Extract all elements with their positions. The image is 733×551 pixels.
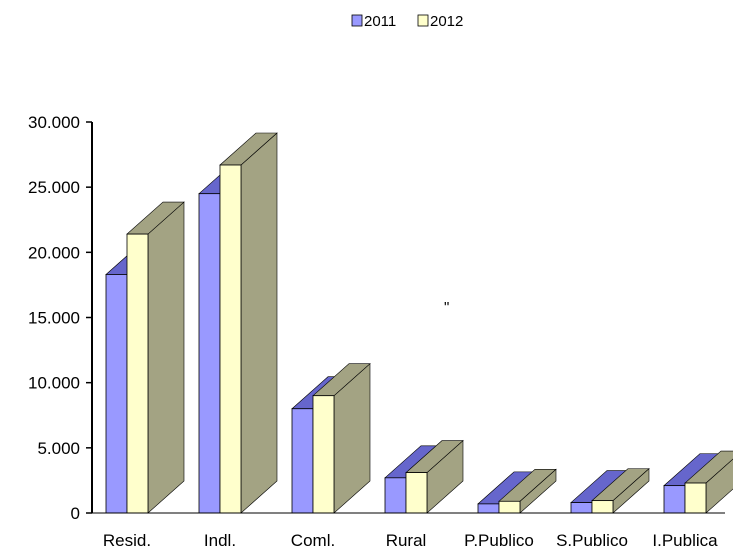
plot-area bbox=[105, 132, 733, 514]
bar-2011 bbox=[663, 485, 686, 514]
category-label: Indl. bbox=[204, 531, 236, 550]
legend: 2011 2012 bbox=[351, 13, 463, 30]
y-tick-label: 0 bbox=[71, 504, 80, 523]
bar-2011 bbox=[198, 193, 221, 514]
bar-2011 bbox=[291, 408, 314, 514]
bar-2012 bbox=[312, 395, 335, 514]
bar-group bbox=[663, 450, 733, 514]
category-label: Resid. bbox=[103, 531, 151, 550]
y-tick-label: 20.000 bbox=[28, 243, 80, 262]
y-tick-label: 15.000 bbox=[28, 309, 80, 328]
legend-swatch-2011 bbox=[351, 14, 363, 27]
x-axis: Resid. Indl. Coml. Rural P.Publico S.Publico I… bbox=[92, 512, 725, 550]
y-tick-label: 30.000 bbox=[28, 113, 80, 132]
bar-2011 bbox=[477, 503, 500, 514]
bar-2011 bbox=[384, 477, 407, 514]
category-label: Rural bbox=[386, 531, 427, 550]
category-label: I.Publica bbox=[652, 531, 718, 550]
category-label: Coml. bbox=[291, 531, 335, 550]
bar-side-2012 bbox=[240, 132, 278, 514]
legend-swatch-2012 bbox=[417, 14, 429, 27]
bar-2012 bbox=[126, 233, 149, 514]
y-axis: 0 5.000 10.000 15.000 20.000 25.000 30.000 bbox=[28, 113, 93, 523]
bar-2011 bbox=[105, 274, 128, 514]
bar-2012 bbox=[219, 164, 242, 514]
bar-2012 bbox=[498, 500, 521, 514]
bar-group bbox=[291, 363, 371, 514]
bar-2012 bbox=[684, 482, 707, 514]
bar-side-2012 bbox=[147, 201, 185, 514]
legend-label-2011: 2011 bbox=[364, 13, 396, 30]
bar-2011 bbox=[570, 502, 593, 514]
bar-group bbox=[477, 468, 557, 514]
bar-group bbox=[105, 201, 185, 514]
y-tick-label: 5.000 bbox=[37, 439, 80, 458]
bar-2012 bbox=[405, 472, 428, 514]
legend-label-2012: 2012 bbox=[430, 13, 463, 30]
bar-group bbox=[384, 439, 464, 514]
category-label: S.Publico bbox=[556, 531, 628, 550]
bar-group bbox=[198, 132, 278, 514]
annotation-text: " bbox=[444, 299, 449, 316]
category-label: P.Publico bbox=[464, 531, 534, 550]
bar-2012 bbox=[591, 500, 614, 514]
y-tick-label: 10.000 bbox=[28, 374, 80, 393]
bar-group bbox=[570, 467, 650, 514]
y-tick-label: 25.000 bbox=[28, 178, 80, 197]
